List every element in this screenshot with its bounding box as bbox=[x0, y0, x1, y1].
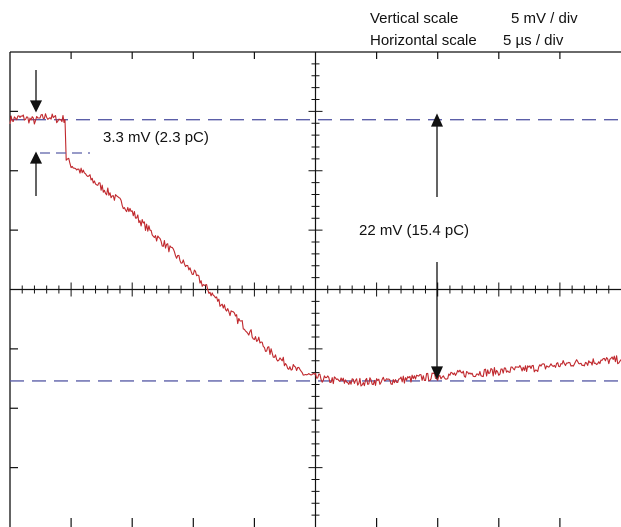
horizontal-scale-value: 5 µs / div bbox=[503, 32, 564, 49]
minor-ticks bbox=[10, 52, 610, 527]
reference-lines bbox=[10, 119, 621, 382]
horizontal-scale-label: Horizontal scale bbox=[370, 32, 477, 49]
grid bbox=[9, 51, 621, 527]
total-measurement-arrows bbox=[430, 113, 444, 380]
step-measurement-arrows bbox=[29, 70, 90, 196]
signal-trace bbox=[9, 113, 621, 387]
step-arrowhead-up bbox=[29, 151, 43, 164]
total-arrowhead-down bbox=[430, 366, 444, 380]
total-annotation: 22 mV (15.4 pC) bbox=[359, 222, 469, 239]
step-arrowhead-down bbox=[29, 100, 43, 113]
vertical-scale-value: 5 mV / div bbox=[511, 10, 578, 27]
total-arrowhead-up bbox=[430, 113, 444, 127]
vertical-scale-label: Vertical scale bbox=[370, 10, 458, 27]
step-annotation: 3.3 mV (2.3 pC) bbox=[103, 129, 209, 146]
scale-info: Vertical scale 5 mV / div Horizontal sca… bbox=[370, 10, 578, 49]
